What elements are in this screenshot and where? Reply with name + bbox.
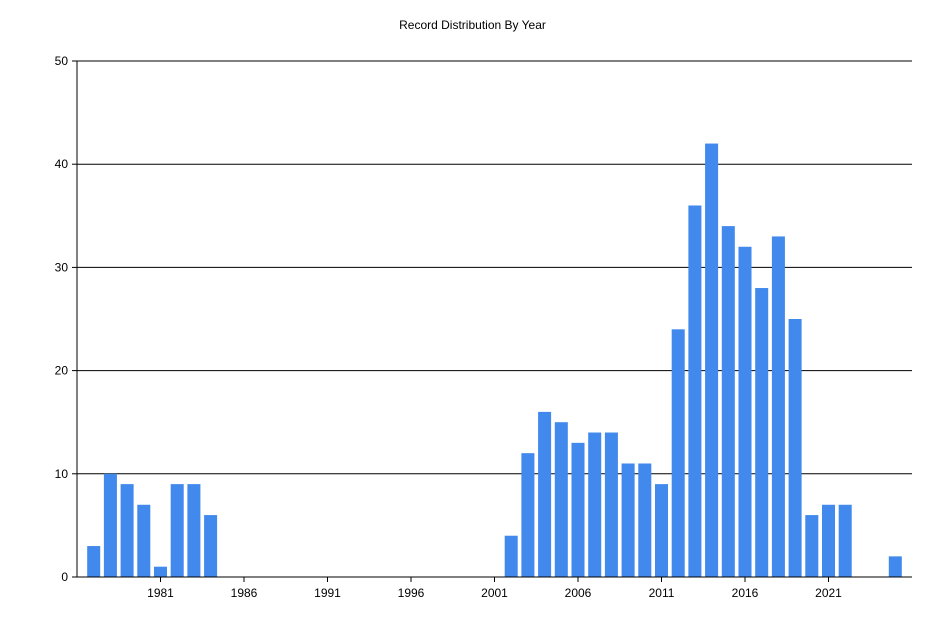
bar-2015 (721, 226, 735, 577)
bar-2005 (554, 422, 568, 577)
bar-2018 (771, 236, 785, 577)
bar-2009 (621, 463, 635, 577)
bar-2025 (888, 556, 902, 577)
x-tick-label: 2006 (565, 586, 592, 600)
bar-2006 (571, 442, 585, 577)
bar-1979 (120, 484, 134, 577)
bar-1977 (87, 546, 101, 577)
chart-title: Record Distribution By Year (399, 18, 546, 32)
y-tick-label: 20 (55, 364, 69, 378)
x-ticks: 1981 1986 1991 1996 2001 2006 2011 2016 2021 (147, 577, 842, 600)
bar-2014 (705, 143, 719, 577)
bar-2013 (688, 205, 702, 578)
bar-2021 (821, 504, 836, 577)
bar-2007 (588, 432, 602, 577)
bar-2008 (604, 432, 618, 577)
y-tick-label: 0 (61, 570, 68, 584)
bar-2022 (838, 504, 852, 577)
bar-2012 (671, 329, 685, 577)
x-tick-label: 1986 (231, 586, 258, 600)
bar-2020 (805, 515, 819, 577)
y-ticks: 0 10 20 30 40 50 (55, 54, 77, 584)
bar-2010 (638, 463, 652, 577)
bar-2003 (521, 453, 535, 577)
bar-2004 (538, 411, 552, 577)
y-tick-label: 10 (55, 467, 69, 481)
x-tick-label: 2021 (815, 586, 842, 600)
y-tick-label: 30 (55, 260, 69, 274)
bars (87, 143, 902, 578)
bar-1983 (187, 484, 201, 577)
gridlines (77, 60, 912, 475)
y-tick-label: 40 (55, 157, 69, 171)
bar-2016 (738, 246, 752, 577)
bar-1980 (137, 504, 151, 577)
bar-2011 (654, 484, 669, 577)
y-tick-label: 50 (55, 54, 69, 68)
x-tick-label: 1991 (314, 586, 341, 600)
bar-1981 (153, 566, 168, 577)
bar-1982 (170, 484, 184, 577)
x-tick-label: 1981 (147, 586, 174, 600)
x-tick-label: 2001 (481, 586, 508, 600)
x-tick-label: 2011 (649, 586, 675, 600)
bar-2019 (788, 319, 802, 577)
bar-2017 (755, 288, 769, 577)
bar-1984 (204, 515, 218, 577)
axes (76, 61, 912, 578)
bar-1978 (103, 473, 117, 577)
x-tick-label: 1996 (398, 586, 425, 600)
bar-2002 (504, 535, 518, 577)
x-tick-label: 2016 (732, 586, 759, 600)
